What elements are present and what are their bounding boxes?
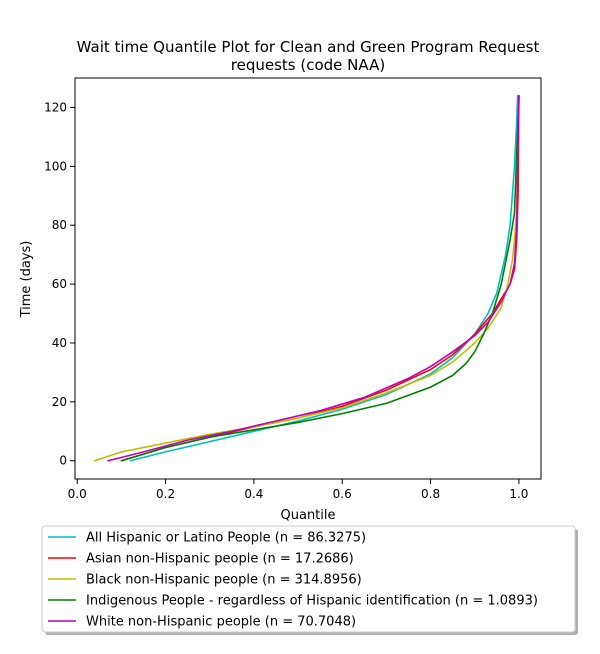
y-tick-label: 80 — [52, 218, 67, 232]
chart-title-line-1: Wait time Quantile Plot for Clean and Gr… — [77, 38, 540, 56]
legend-label-3: Black non-Hispanic people (n = 314.8956) — [86, 573, 362, 588]
chart-title-line-2: requests (code NAA) — [231, 56, 385, 74]
x-axis-ticks: 0.0 0.2 0.4 0.6 0.8 1.0 — [68, 479, 528, 501]
y-tick-label: 20 — [52, 395, 67, 409]
x-tick-label: 1.0 — [509, 487, 528, 501]
plot-frame — [74, 77, 542, 480]
series-line-3 — [94, 94, 520, 462]
x-tick-label: 0.8 — [421, 487, 440, 501]
series-line-1 — [129, 94, 519, 462]
series-line-2 — [120, 94, 520, 462]
legend: All Hispanic or Latino People (n = 86.32… — [41, 525, 578, 635]
y-tick-label: 60 — [52, 277, 67, 291]
legend-box — [41, 525, 576, 633]
y-tick-label: 40 — [52, 336, 67, 350]
legend-label-5: White non-Hispanic people (n = 70.7048) — [86, 615, 356, 630]
x-axis-label: Quantile — [281, 508, 336, 523]
series-layer — [94, 94, 520, 462]
x-tick-label: 0.0 — [68, 487, 87, 501]
series-line-5 — [107, 94, 520, 462]
legend-label-1: All Hispanic or Latino People (n = 86.32… — [86, 531, 366, 546]
x-tick-label: 0.2 — [156, 487, 175, 501]
y-axis-ticks: 0 20 40 60 80 100 120 — [44, 100, 75, 468]
series-line-4 — [120, 94, 520, 462]
y-tick-label: 0 — [59, 454, 67, 468]
y-tick-label: 120 — [44, 100, 67, 114]
legend-label-2: Asian non-Hispanic people (n = 17.2686) — [86, 552, 354, 567]
legend-items: All Hispanic or Latino People (n = 86.32… — [48, 531, 538, 630]
legend-label-4: Indigenous People - regardless of Hispan… — [86, 594, 538, 609]
x-tick-label: 0.4 — [244, 487, 263, 501]
x-tick-label: 0.6 — [333, 487, 352, 501]
y-tick-label: 100 — [44, 159, 67, 173]
y-axis-label: Time (days) — [19, 241, 34, 319]
